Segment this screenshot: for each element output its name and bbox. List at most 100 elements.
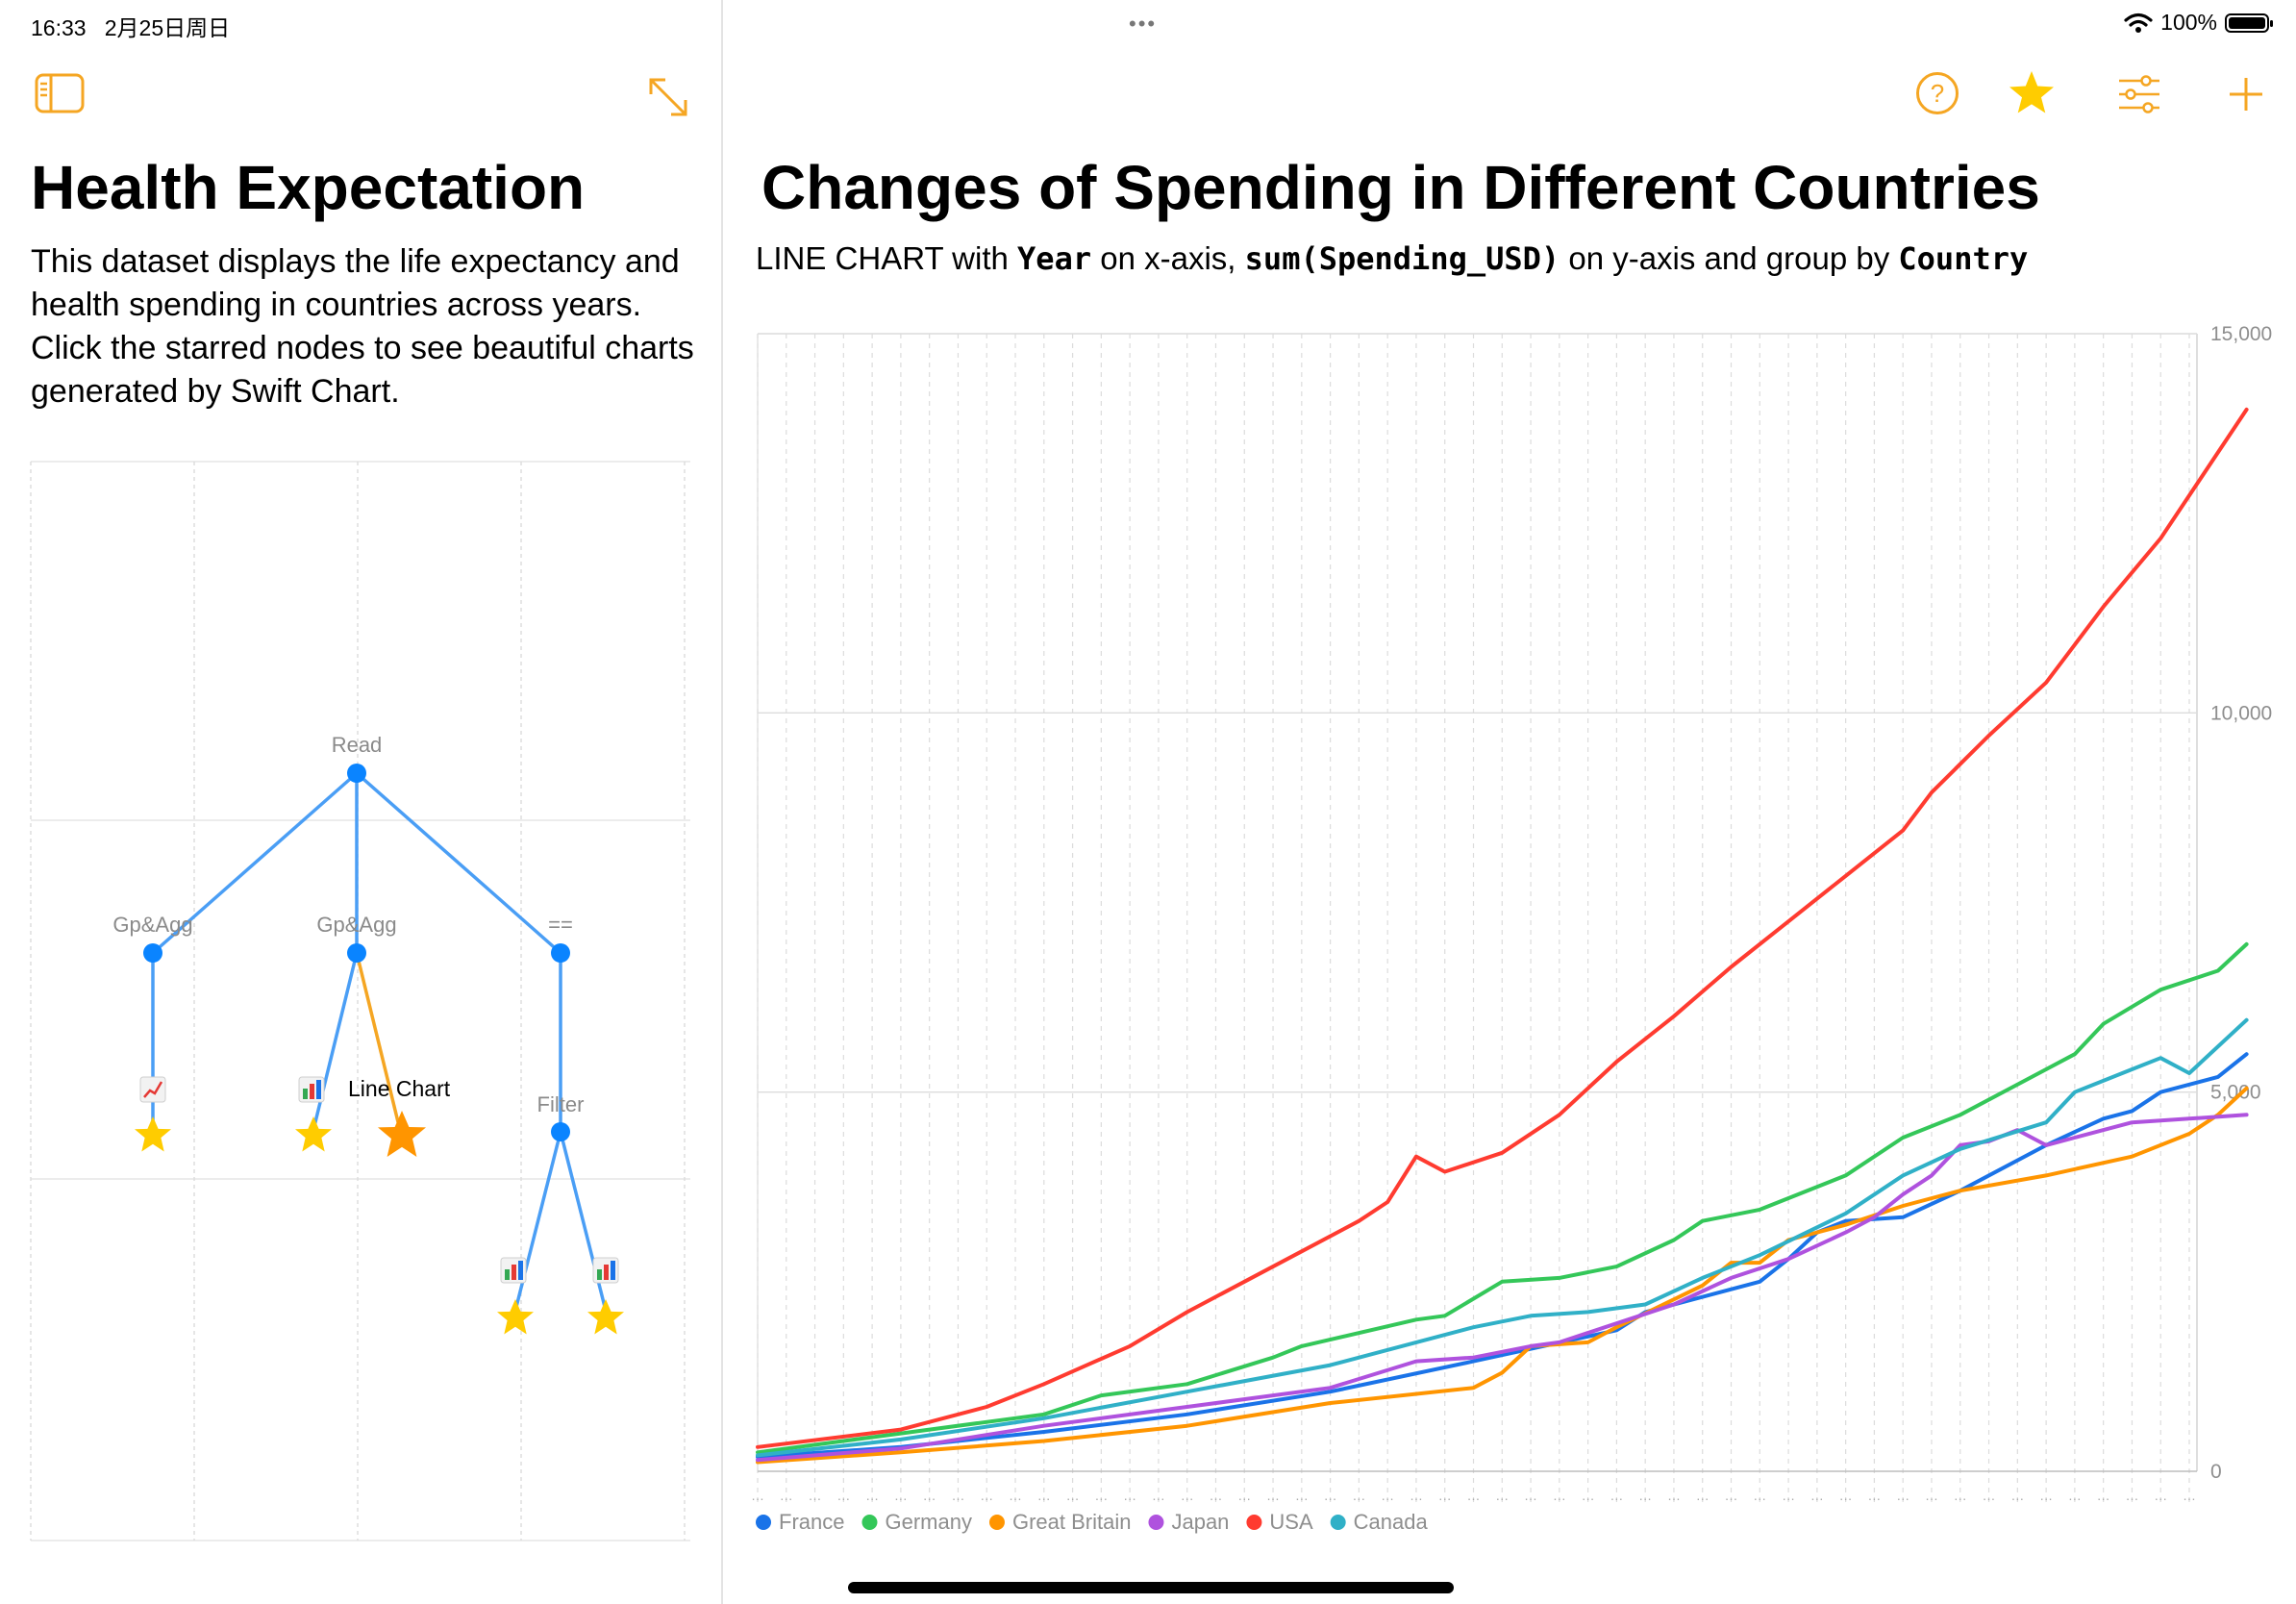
x-tick-label: … — [1495, 1488, 1509, 1503]
node-equals — [551, 943, 570, 963]
series-line-france[interactable] — [756, 1052, 2249, 1459]
x-tick-label: … — [1266, 1488, 1280, 1503]
node-label-gpagg-2: Gp&Agg — [316, 913, 396, 937]
node-filter — [551, 1122, 570, 1141]
x-tick-label: … — [1410, 1488, 1423, 1503]
svg-text:?: ? — [1931, 79, 1944, 108]
x-tick-label: … — [1152, 1488, 1165, 1503]
battery-percent: 100% — [2160, 10, 2217, 35]
x-tick-label: … — [2068, 1488, 2082, 1503]
add-button[interactable] — [2227, 75, 2265, 118]
node-label-gpagg-1: Gp&Agg — [112, 913, 192, 937]
wifi-icon — [2124, 13, 2153, 33]
series-line-usa[interactable] — [756, 407, 2249, 1449]
legend-label: France — [779, 1510, 844, 1534]
x-tick-label: … — [2125, 1488, 2138, 1503]
line-chart[interactable]: … … … … … … … … … … … … … … … … … … … … … … … … … … … … … … … … … … … … … … … …… — [731, 317, 2288, 1558]
line-chart-icon — [139, 1076, 166, 1103]
multitasking-dots[interactable]: ••• — [1129, 12, 1158, 36]
x-tick-label: … — [1524, 1488, 1537, 1503]
favorite-button[interactable] — [2008, 69, 2056, 120]
x-tick-label: … — [1553, 1488, 1566, 1503]
filter-settings-button[interactable] — [2117, 75, 2161, 118]
x-tick-label: … — [1696, 1488, 1710, 1503]
bar-chart-icon — [592, 1257, 619, 1284]
legend-dot — [1330, 1515, 1346, 1530]
subtitle-text: on x-axis, — [1091, 240, 1245, 276]
edge-read-eq — [355, 771, 562, 955]
expand-button[interactable] — [646, 75, 690, 124]
x-tick-label: … — [2154, 1488, 2167, 1503]
x-tick-label: … — [1867, 1488, 1881, 1503]
edge-read-gpagg1 — [151, 771, 359, 955]
help-button[interactable]: ? — [1915, 71, 1959, 120]
legend-dot — [988, 1515, 1005, 1530]
x-tick-label: … — [1810, 1488, 1824, 1503]
x-tick-label: … — [2010, 1488, 2024, 1503]
edge-filter-chart2 — [559, 1131, 608, 1312]
battery-icon — [2225, 13, 2273, 33]
chart-node-star-icon[interactable] — [295, 1116, 332, 1152]
series-line-canada[interactable] — [756, 1017, 2249, 1458]
pipeline-graph[interactable]: Read Gp&Agg Gp&Agg == Filter Line Chart — [0, 442, 711, 1548]
chart-grid: … … … … … … … … … … … … … … … … … … … … … … … … … … … … … … … … … … … … … … … …… — [751, 323, 2272, 1504]
node-label-filter: Filter — [537, 1092, 585, 1116]
edge-gpagg2-linechart — [355, 952, 402, 1131]
legend-label: Great Britain — [1012, 1510, 1132, 1534]
node-label-equals: == — [548, 913, 573, 937]
x-tick-label: … — [1896, 1488, 1909, 1503]
chart-node-star-icon[interactable] — [497, 1299, 534, 1335]
graph-nodes[interactable] — [143, 764, 570, 1141]
chart-node-star-icon[interactable] — [135, 1116, 171, 1152]
x-tick-label: … — [1610, 1488, 1623, 1503]
node-label-line-chart: Line Chart — [348, 1076, 451, 1101]
legend-label: USA — [1269, 1510, 1313, 1534]
x-tick-label: … — [1839, 1488, 1853, 1503]
x-tick-label: … — [1438, 1488, 1452, 1503]
legend-dot — [1246, 1515, 1262, 1530]
x-tick-label: … — [836, 1488, 850, 1503]
x-tick-label: … — [1181, 1488, 1194, 1503]
legend-dot — [756, 1515, 771, 1530]
sliders-icon — [2119, 75, 2159, 113]
home-indicator[interactable] — [848, 1582, 1454, 1593]
x-tick-label: … — [1381, 1488, 1394, 1503]
sidebar-toggle-icon — [35, 73, 85, 113]
y-field: sum(Spending_USD) — [1244, 240, 1560, 277]
legend-dot — [861, 1515, 878, 1530]
help-icon: ? — [1916, 72, 1959, 114]
series-line-germany[interactable] — [756, 941, 2249, 1455]
node-read — [347, 764, 366, 783]
graph-edges — [151, 771, 608, 1312]
status-date: 2月25日周日 — [104, 15, 231, 40]
series-line-japan[interactable] — [756, 1113, 2249, 1463]
edge-gpagg2-chart — [312, 952, 359, 1131]
chart-node-star-icon[interactable] — [587, 1299, 624, 1335]
x-tick-label: … — [1467, 1488, 1481, 1503]
group-field: Country — [1898, 240, 2029, 277]
sidebar-toggle-button[interactable] — [35, 73, 85, 118]
star-icon — [2009, 71, 2054, 113]
x-tick-label: … — [1352, 1488, 1365, 1503]
legend-label: Japan — [1171, 1510, 1229, 1534]
x-tick-label: … — [2097, 1488, 2110, 1503]
x-tick-label: … — [1295, 1488, 1309, 1503]
y-tick-label: 10,000 — [2210, 702, 2272, 724]
split-view-divider[interactable] — [721, 0, 723, 1604]
y-tick-label: 5,000 — [2210, 1082, 2261, 1104]
bar-chart-icon — [298, 1076, 325, 1103]
selected-line-chart-star-icon[interactable] — [378, 1111, 426, 1157]
status-right: 100% — [2124, 10, 2273, 36]
node-label-read: Read — [332, 733, 383, 757]
x-tick-label: … — [1638, 1488, 1652, 1503]
node-gpagg-2 — [347, 943, 366, 963]
legend-dot — [1148, 1515, 1164, 1530]
plus-icon — [2230, 78, 2262, 111]
x-tick-label: … — [1324, 1488, 1337, 1503]
x-tick-label: … — [1782, 1488, 1795, 1503]
status-time: 16:33 2月25日周日 — [31, 10, 230, 42]
x-tick-label: … — [923, 1488, 936, 1503]
x-tick-label: … — [1925, 1488, 1938, 1503]
x-tick-label: … — [865, 1488, 879, 1503]
x-tick-label: … — [1237, 1488, 1251, 1503]
